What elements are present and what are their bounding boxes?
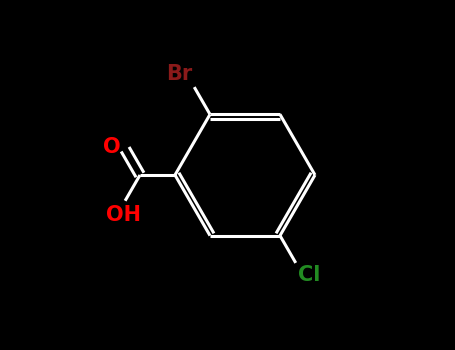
Text: Br: Br [166,64,192,84]
Text: OH: OH [106,205,141,225]
Text: Cl: Cl [298,265,320,285]
Text: O: O [103,138,121,158]
